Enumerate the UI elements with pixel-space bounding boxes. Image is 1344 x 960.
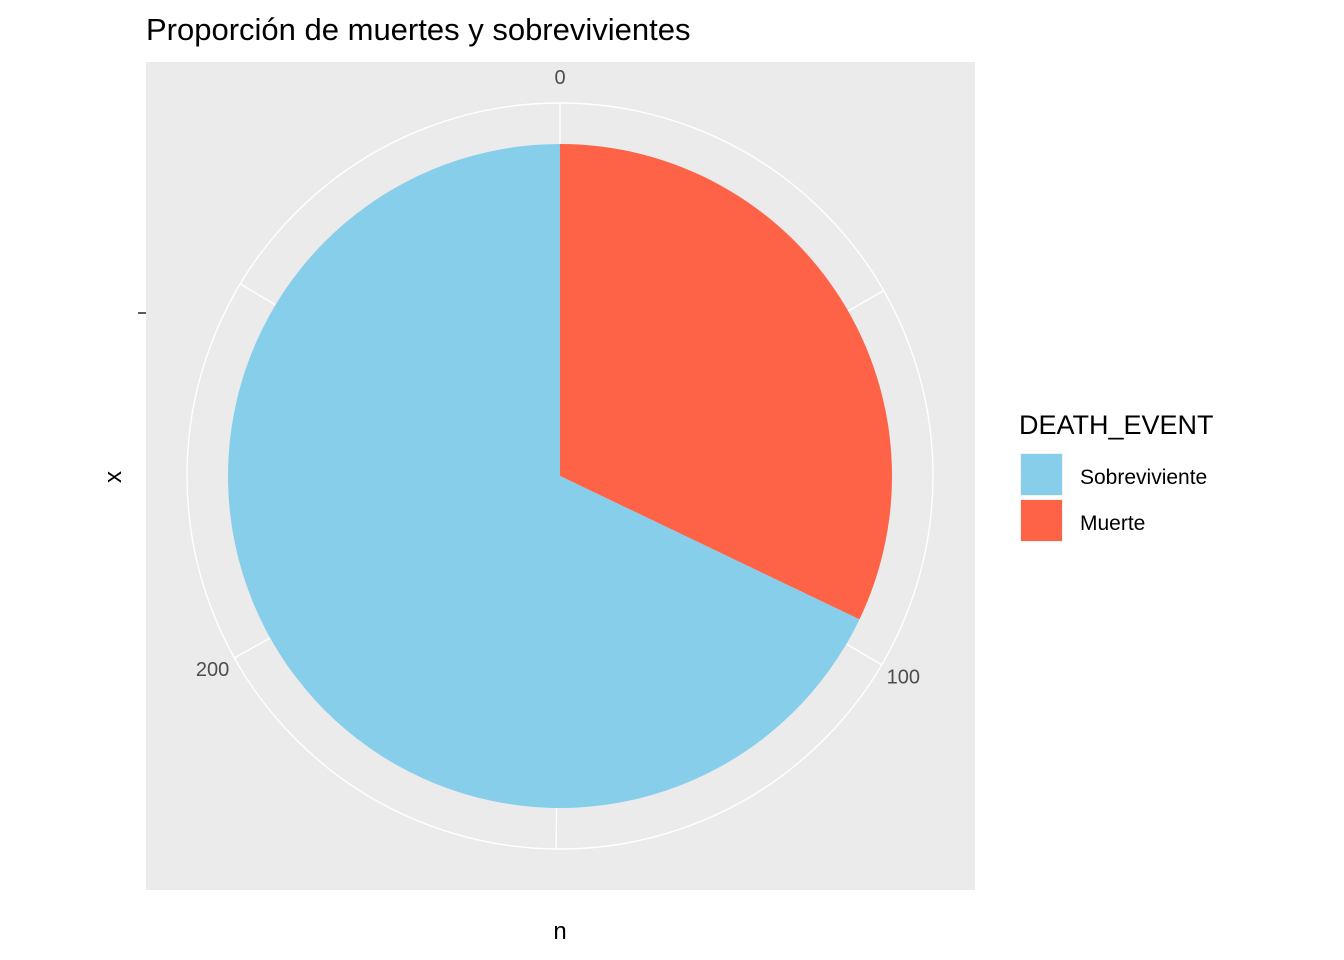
- legend-title: DEATH_EVENT: [1019, 410, 1214, 440]
- legend-swatch-muerte: [1021, 500, 1062, 541]
- legend: DEATH_EVENT Sobreviviente Muerte: [1019, 410, 1214, 542]
- legend-label-muerte: Muerte: [1080, 512, 1145, 535]
- pie-slice-muerte: [560, 144, 892, 620]
- legend-item-muerte: Muerte: [1020, 499, 1145, 542]
- pie-slice-sobreviviente: [227, 144, 860, 808]
- legend-label-sobreviviente: Sobreviviente: [1080, 466, 1207, 489]
- x-axis-title: n: [553, 918, 566, 945]
- theta-tick-label-0: 0: [554, 67, 565, 89]
- legend-item-sobreviviente: Sobreviviente: [1020, 453, 1207, 496]
- chart-title: Proporción de muertes y sobrevivientes: [146, 12, 690, 47]
- theta-tick-label-200: 200: [196, 659, 229, 681]
- theta-tick-label-100: 100: [887, 666, 920, 688]
- legend-swatch-sobreviviente: [1021, 454, 1062, 495]
- y-axis-title: x: [100, 471, 127, 483]
- pie-slices: [227, 144, 892, 808]
- theta-tick-labels: 0 100 200: [196, 67, 920, 688]
